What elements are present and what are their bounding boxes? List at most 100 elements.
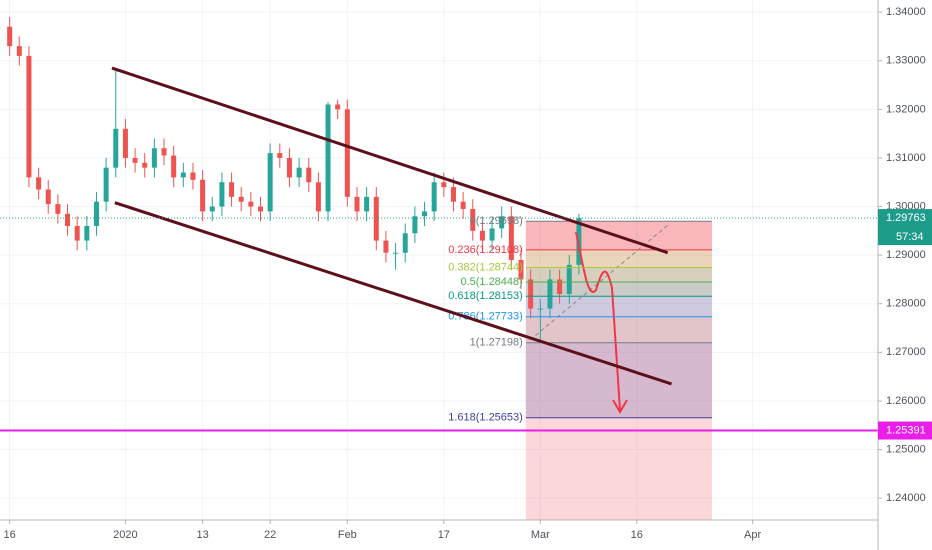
y-tick-label: 1.33000 xyxy=(886,55,926,67)
x-tick-label: 13 xyxy=(196,529,208,541)
candle-body xyxy=(229,182,235,197)
position-zone xyxy=(525,221,713,520)
y-tick-label: 1.32000 xyxy=(886,103,926,115)
y-tick-label: 1.29000 xyxy=(886,249,926,261)
fib-label: 1(1.27198) xyxy=(470,337,523,349)
y-tick-label: 1.31000 xyxy=(886,152,926,164)
candle-body xyxy=(354,196,360,212)
fib-label: 0.5(1.28448) xyxy=(460,276,522,288)
candle-body xyxy=(209,206,215,212)
candle-body xyxy=(508,216,514,260)
fib-band xyxy=(525,281,713,297)
y-tick-label: 1.27000 xyxy=(886,346,926,358)
candle-body xyxy=(161,148,167,156)
candle-body xyxy=(267,153,273,212)
x-tick-label: Apr xyxy=(744,529,761,541)
y-tick-label: 1.24000 xyxy=(886,492,926,504)
background-layer xyxy=(0,0,878,520)
candle-body xyxy=(325,104,331,212)
x-tick-label: 17 xyxy=(438,529,450,541)
fib-label: 0.786(1.27733) xyxy=(448,311,523,323)
candle-body xyxy=(470,208,476,231)
candle-body xyxy=(431,182,437,212)
candle-body xyxy=(373,196,379,241)
candle-body xyxy=(557,279,563,295)
x-tick-label: 16 xyxy=(4,529,16,541)
candle-body xyxy=(479,230,485,241)
candle-body xyxy=(122,128,128,158)
candle-body xyxy=(93,201,99,226)
candle-body xyxy=(335,104,341,110)
candle-body xyxy=(402,233,408,253)
fib-band xyxy=(525,267,713,282)
candle-body xyxy=(45,189,51,205)
candle-body xyxy=(460,201,466,209)
horizontal-line-label: 1.25391 xyxy=(886,424,926,436)
candle-body xyxy=(74,225,80,241)
candle-body xyxy=(103,167,109,202)
y-tick-label: 1.25000 xyxy=(886,443,926,455)
candle-body xyxy=(132,157,138,163)
current-price-label: 1.29763 xyxy=(886,212,926,224)
candle-body xyxy=(277,153,283,158)
fib-band xyxy=(525,316,713,343)
candle-body xyxy=(518,260,524,280)
y-tick-label: 1.28000 xyxy=(886,298,926,310)
candle-body xyxy=(528,279,534,309)
candle-body xyxy=(489,228,495,241)
candle-body xyxy=(450,187,456,202)
y-tick-label: 1.34000 xyxy=(886,6,926,18)
candle-body xyxy=(55,204,61,214)
candle-body xyxy=(258,206,264,212)
candle-body xyxy=(393,252,399,254)
candle-body xyxy=(84,225,90,241)
projection-arrow xyxy=(575,231,621,411)
fib-label: 0(1.29698) xyxy=(470,215,523,227)
fib-label: 0.236(1.29108) xyxy=(448,244,523,256)
candle-body xyxy=(422,211,428,217)
candle-body xyxy=(286,157,292,178)
candle-body xyxy=(238,196,244,202)
trendline xyxy=(111,66,669,255)
candle-body xyxy=(566,264,572,295)
x-tick-label: 16 xyxy=(631,529,643,541)
candle-body xyxy=(151,148,157,168)
candle-body xyxy=(412,216,418,234)
candle-body xyxy=(344,109,350,197)
candle-body xyxy=(441,182,447,188)
candle-body xyxy=(248,201,254,207)
candle-body xyxy=(26,55,32,178)
x-axis-panel xyxy=(0,520,932,550)
candle-body xyxy=(537,308,543,310)
candle-body xyxy=(180,172,186,178)
candle-body xyxy=(113,128,119,168)
candle-body xyxy=(306,167,312,183)
fib-label: 0.382(1.28744) xyxy=(448,261,523,273)
candle-body xyxy=(65,213,71,226)
candle-body xyxy=(7,26,13,47)
x-tick-label: 22 xyxy=(264,529,276,541)
current-price-box xyxy=(878,209,932,246)
horizontal-line-box xyxy=(878,421,932,440)
candle-body xyxy=(190,172,196,180)
candle-body xyxy=(364,196,370,212)
x-tick-label: 2020 xyxy=(113,529,137,541)
candle-body xyxy=(296,167,302,178)
candle-body xyxy=(219,182,225,207)
trendline xyxy=(114,201,672,386)
candle-body xyxy=(547,279,553,309)
candle-body xyxy=(16,46,22,56)
countdown-label: 57:34 xyxy=(896,231,924,243)
fib-label: 1.618(1.25653) xyxy=(448,412,523,424)
candle-body xyxy=(171,155,177,178)
fib-band xyxy=(525,296,713,317)
x-tick-label: Mar xyxy=(531,529,550,541)
arrow-head xyxy=(612,399,628,414)
candle-body xyxy=(499,216,505,229)
y-tick-label: 1.26000 xyxy=(886,395,926,407)
candle-body xyxy=(36,177,42,190)
candle-body xyxy=(142,162,148,168)
fib-band xyxy=(525,249,713,268)
